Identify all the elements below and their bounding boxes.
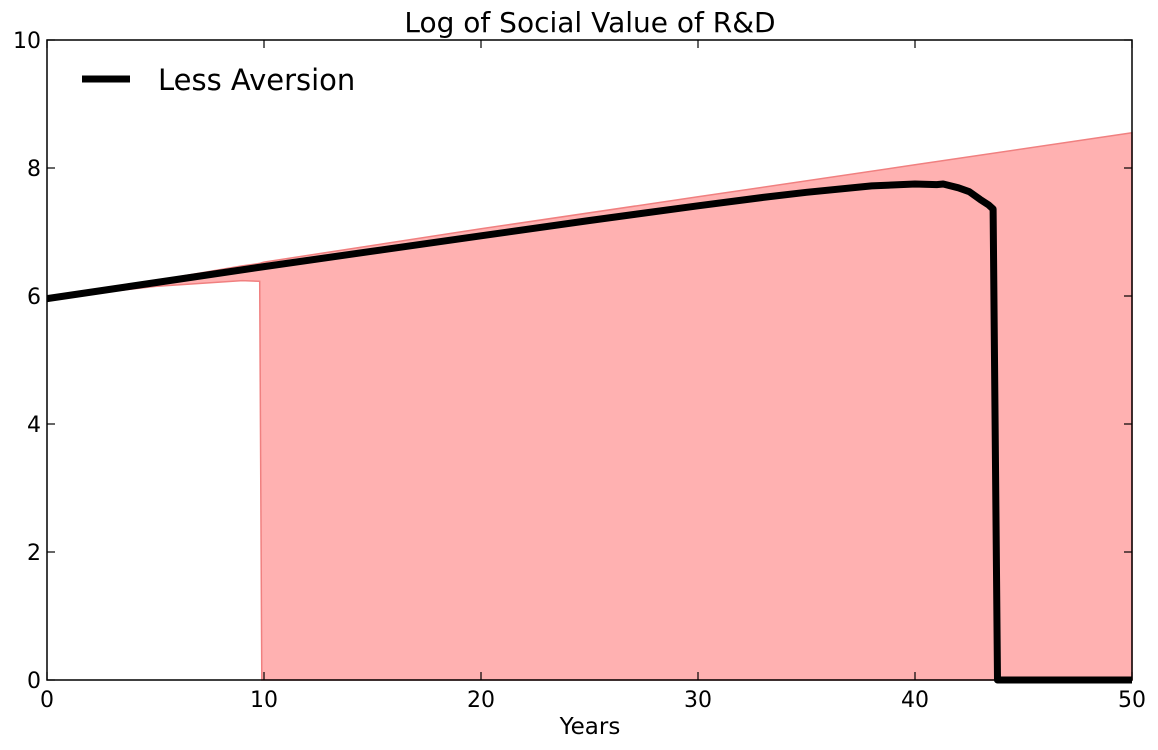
y-tick-label: 4 xyxy=(27,413,41,438)
x-tick-label: 20 xyxy=(467,688,495,713)
plot-frame xyxy=(46,39,1133,681)
shaded-band xyxy=(46,131,1133,681)
y-tick-label: 0 xyxy=(27,669,41,694)
plot-area xyxy=(46,131,1133,684)
x-tick-label: 0 xyxy=(40,688,54,713)
legend-label-less-aversion: Less Aversion xyxy=(158,63,355,97)
y-tick-label: 6 xyxy=(27,285,41,310)
y-tick-label: 2 xyxy=(27,541,41,566)
x-tick-label: 10 xyxy=(250,688,278,713)
y-tick-label: 10 xyxy=(13,29,41,54)
x-tick-label: 50 xyxy=(1118,688,1146,713)
legend: Less Aversion xyxy=(82,63,355,97)
series-line-less-aversion xyxy=(46,180,1132,684)
x-tick-label: 40 xyxy=(901,688,929,713)
axis-ticks: 0 10 20 30 40 50 0 2 4 6 8 10 xyxy=(13,29,1146,713)
chart-title: Log of Social Value of R&D xyxy=(404,6,775,39)
x-tick-label: 30 xyxy=(684,688,712,713)
y-tick-label: 8 xyxy=(27,157,41,182)
x-axis-label: Years xyxy=(559,714,621,740)
